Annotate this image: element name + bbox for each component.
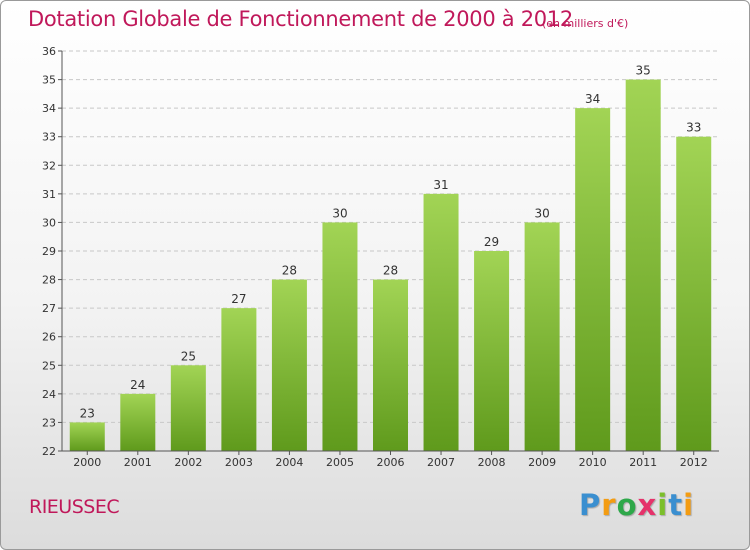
- logo-letter: x: [637, 488, 658, 522]
- bar: [120, 393, 156, 451]
- x-tick-label: 2005: [326, 456, 354, 469]
- bar: [676, 136, 712, 451]
- y-tick-label: 22: [42, 445, 56, 458]
- x-tick-label: 2012: [680, 456, 708, 469]
- y-tick-label: 32: [42, 159, 56, 172]
- logo-letter: i: [683, 488, 695, 522]
- x-tick-label: 2010: [579, 456, 607, 469]
- data-label: 34: [585, 92, 600, 106]
- y-tick-label: 26: [42, 331, 56, 344]
- chart-title: Dotation Globale de Fonctionnement de 20…: [28, 7, 573, 31]
- logo-letter: r: [601, 488, 617, 522]
- labels: 23 24 25 27 28 30 28 31 29 30 34 35 33: [80, 64, 702, 421]
- y-tick-label: 23: [42, 416, 56, 429]
- logo-letter: P: [579, 488, 602, 522]
- data-label: 28: [282, 264, 297, 278]
- bar: [625, 79, 661, 452]
- data-label: 30: [534, 206, 549, 220]
- x-tick-label: 2006: [377, 456, 405, 469]
- x-tick-label: 2002: [174, 456, 202, 469]
- bar: [69, 422, 105, 451]
- logo-letter: i: [657, 488, 669, 522]
- bar: [322, 222, 358, 451]
- data-label: 35: [636, 64, 651, 78]
- x-tick-label: 2009: [528, 456, 556, 469]
- bar: [221, 308, 257, 451]
- x-tick-label: 2001: [124, 456, 152, 469]
- y-tick-label: 36: [42, 45, 56, 58]
- logo-letter: o: [616, 488, 638, 522]
- y-tick-label: 24: [42, 388, 56, 401]
- y-tick-label: 30: [42, 216, 56, 229]
- y-tick-label: 25: [42, 359, 56, 372]
- y-tick-label: 29: [42, 245, 56, 258]
- x-tick-label: 2011: [629, 456, 657, 469]
- y-tick-label: 34: [42, 102, 56, 115]
- bar: [524, 222, 560, 451]
- axes: 22 23 24 25 26 27 28 29 30 31 32 33 34 35 36 2000 2001 20…: [42, 45, 719, 469]
- data-label: 24: [130, 378, 145, 392]
- data-label: 31: [433, 178, 448, 192]
- y-tick-label: 28: [42, 274, 56, 287]
- data-label: 28: [383, 264, 398, 278]
- bar: [170, 365, 206, 451]
- data-label: 29: [484, 235, 499, 249]
- data-label: 30: [332, 206, 347, 220]
- x-tick-label: 2000: [73, 456, 101, 469]
- logo-letter: t: [668, 488, 684, 522]
- y-tick-label: 35: [42, 74, 56, 87]
- x-tick-label: 2007: [427, 456, 455, 469]
- bar: [271, 279, 307, 451]
- data-label: 33: [686, 121, 701, 135]
- bars: [69, 79, 712, 452]
- proxiti-logo: Proxiti: [579, 488, 694, 522]
- bar: [575, 108, 611, 452]
- bar: [474, 251, 510, 451]
- y-tick-label: 31: [42, 188, 56, 201]
- y-tick-label: 27: [42, 302, 56, 315]
- y-tick-label: 33: [42, 131, 56, 144]
- bar: [423, 193, 459, 451]
- data-label: 23: [80, 406, 95, 420]
- data-label: 25: [181, 349, 196, 363]
- x-tick-label: 2008: [478, 456, 506, 469]
- data-label: 27: [231, 292, 246, 306]
- x-tick-label: 2004: [275, 456, 303, 469]
- x-tick-label: 2003: [225, 456, 253, 469]
- bar: [373, 279, 408, 451]
- chart-subtitle: (en milliers d'€): [542, 17, 629, 30]
- commune-name: RIEUSSEC: [29, 496, 120, 518]
